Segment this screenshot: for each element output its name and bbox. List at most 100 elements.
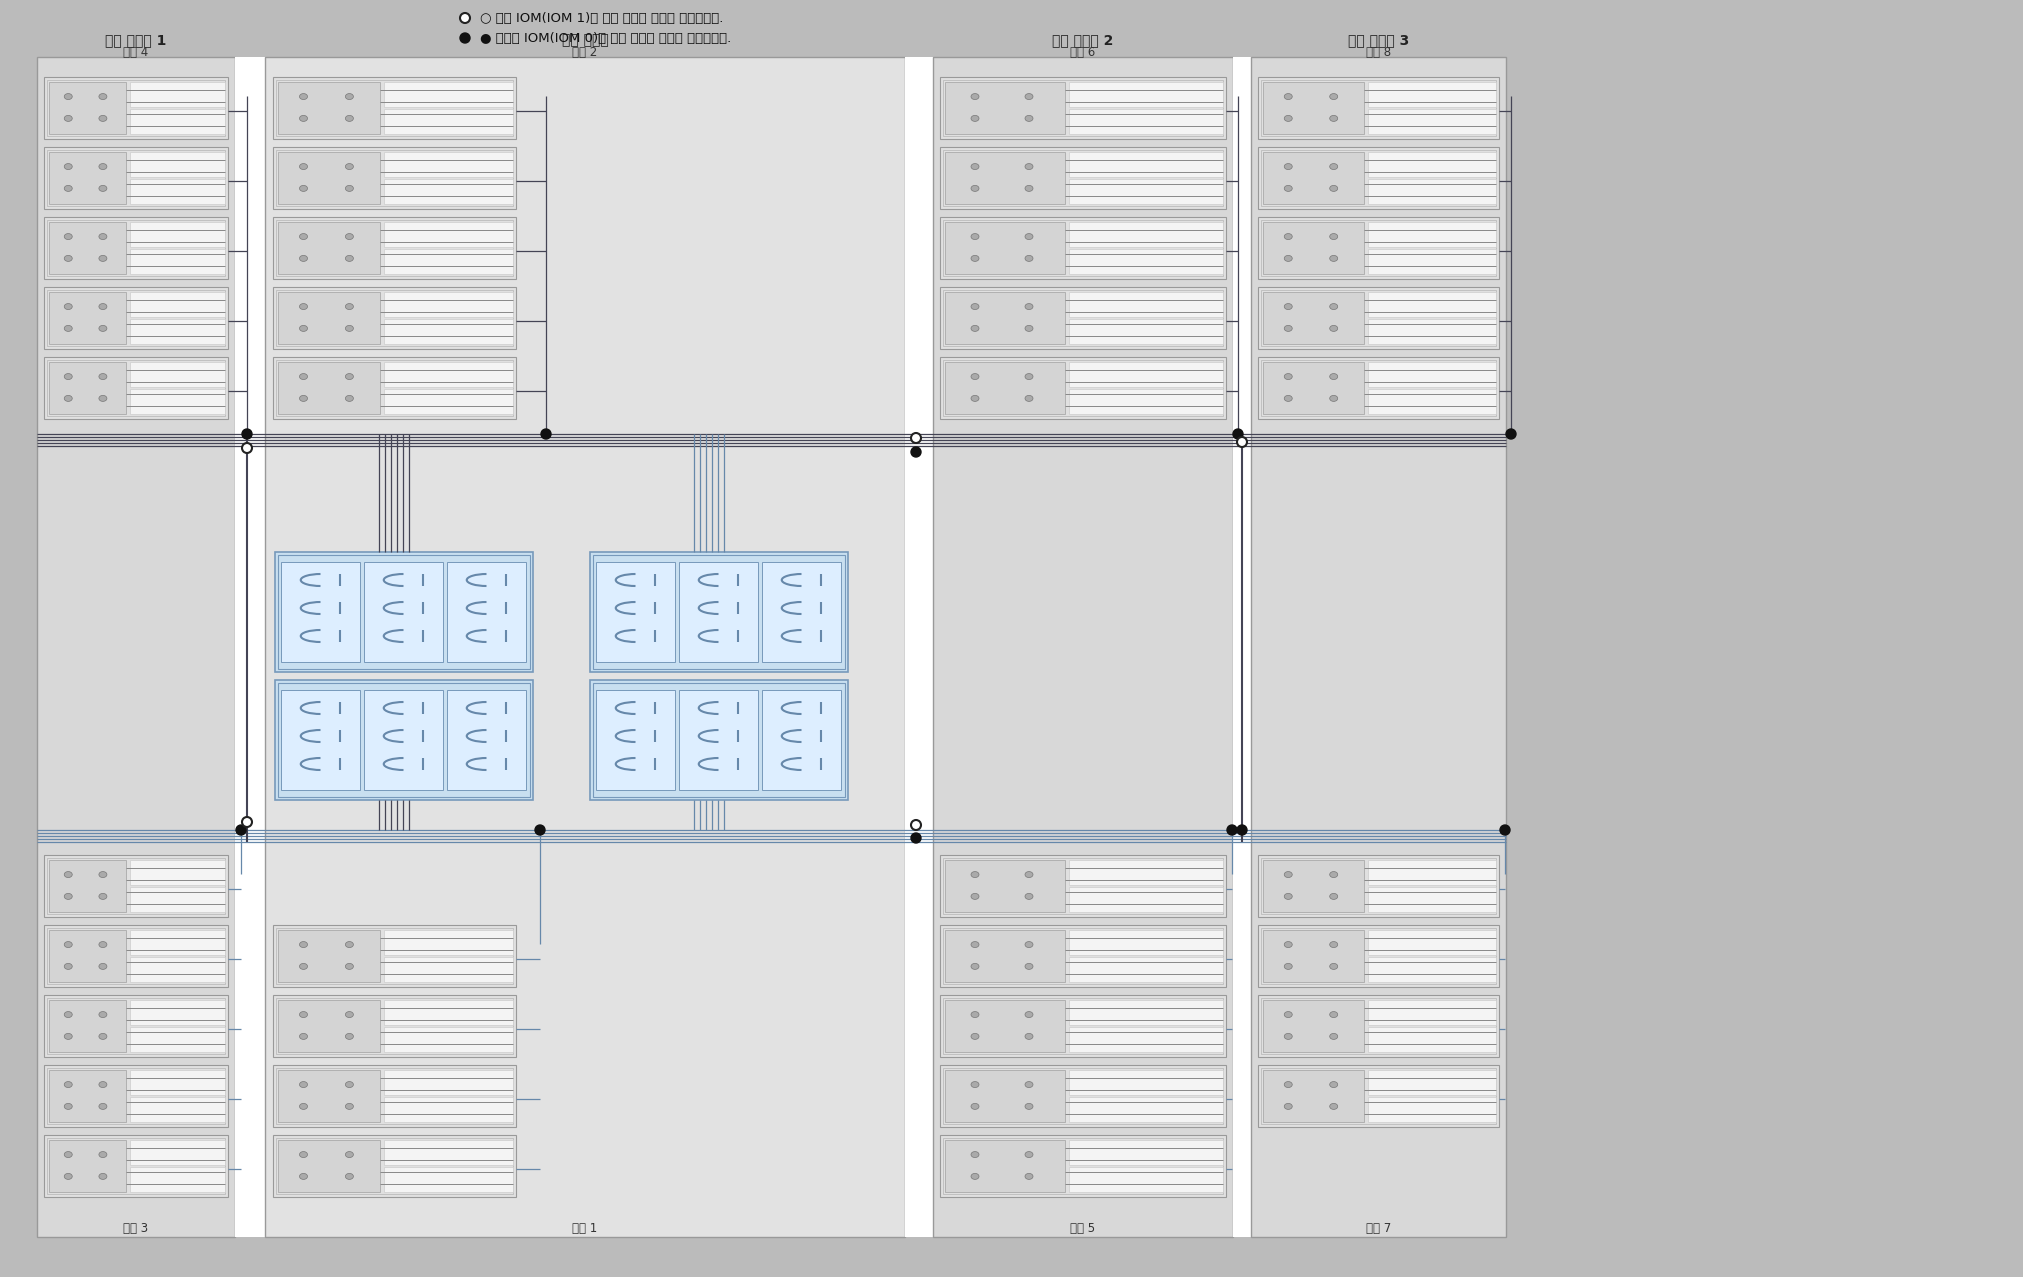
Bar xyxy=(1258,217,1499,278)
Ellipse shape xyxy=(1026,304,1034,309)
Ellipse shape xyxy=(99,234,107,240)
Ellipse shape xyxy=(1329,1103,1337,1110)
Bar xyxy=(597,562,676,661)
Bar xyxy=(49,930,125,982)
Bar xyxy=(129,930,225,955)
Ellipse shape xyxy=(1329,1082,1337,1088)
Bar xyxy=(1258,856,1499,917)
Bar xyxy=(941,147,1226,209)
Circle shape xyxy=(237,825,247,835)
Bar xyxy=(129,859,225,885)
Ellipse shape xyxy=(1285,163,1293,170)
Bar xyxy=(941,1135,1226,1197)
Ellipse shape xyxy=(1329,941,1337,948)
Ellipse shape xyxy=(65,304,73,309)
Bar xyxy=(45,1135,229,1197)
Bar xyxy=(47,928,225,985)
Bar xyxy=(384,82,514,107)
Ellipse shape xyxy=(65,963,73,969)
Bar xyxy=(275,1068,514,1124)
Bar xyxy=(1258,287,1499,349)
Bar xyxy=(1068,82,1224,107)
Bar xyxy=(1260,80,1495,135)
Bar xyxy=(384,1097,514,1122)
Bar xyxy=(45,217,229,278)
Bar xyxy=(47,858,225,914)
Ellipse shape xyxy=(65,185,73,192)
Bar xyxy=(1262,292,1364,344)
Bar xyxy=(384,179,514,204)
Bar xyxy=(1368,152,1495,178)
Bar xyxy=(384,1140,514,1165)
Ellipse shape xyxy=(99,163,107,170)
Bar xyxy=(1260,999,1495,1054)
Bar xyxy=(129,1070,225,1094)
Bar xyxy=(1068,389,1224,414)
Bar xyxy=(763,690,842,790)
Bar xyxy=(384,956,514,982)
Bar xyxy=(1068,361,1224,387)
Circle shape xyxy=(910,820,920,830)
Bar xyxy=(49,82,125,134)
Bar xyxy=(1368,1000,1495,1025)
Ellipse shape xyxy=(1329,963,1337,969)
Ellipse shape xyxy=(971,941,979,948)
Ellipse shape xyxy=(1285,894,1293,899)
Bar xyxy=(591,679,848,799)
Bar xyxy=(1068,1000,1224,1025)
Bar xyxy=(943,999,1224,1054)
Bar xyxy=(1250,57,1505,1237)
Ellipse shape xyxy=(99,872,107,877)
Ellipse shape xyxy=(99,93,107,100)
Bar xyxy=(943,858,1224,914)
Bar xyxy=(45,147,229,209)
Bar xyxy=(129,1027,225,1052)
Ellipse shape xyxy=(1026,1033,1034,1039)
Text: 확장 케비넷 3: 확장 케비넷 3 xyxy=(1347,33,1410,47)
Ellipse shape xyxy=(346,326,354,332)
Ellipse shape xyxy=(99,1174,107,1180)
Ellipse shape xyxy=(971,234,979,240)
Ellipse shape xyxy=(971,1033,979,1039)
Bar xyxy=(945,152,1064,204)
Bar xyxy=(597,690,676,790)
Ellipse shape xyxy=(1329,255,1337,262)
Ellipse shape xyxy=(299,326,307,332)
Bar xyxy=(129,361,225,387)
Bar xyxy=(49,222,125,275)
Bar xyxy=(384,361,514,387)
Ellipse shape xyxy=(1026,872,1034,877)
Bar xyxy=(1068,152,1224,178)
Bar xyxy=(591,552,848,672)
Ellipse shape xyxy=(299,93,307,100)
Ellipse shape xyxy=(1026,234,1034,240)
Text: 기본 케비넷: 기본 케비넷 xyxy=(562,33,609,47)
Bar xyxy=(129,1000,225,1025)
Bar xyxy=(384,389,514,414)
Ellipse shape xyxy=(1329,872,1337,877)
Bar xyxy=(941,995,1226,1057)
Bar xyxy=(943,149,1224,206)
Bar xyxy=(1068,319,1224,344)
Bar xyxy=(941,925,1226,987)
Circle shape xyxy=(243,443,253,453)
Circle shape xyxy=(1228,825,1236,835)
Bar xyxy=(384,1027,514,1052)
Ellipse shape xyxy=(971,1082,979,1088)
Ellipse shape xyxy=(1285,1103,1293,1110)
Ellipse shape xyxy=(346,163,354,170)
Ellipse shape xyxy=(99,894,107,899)
Ellipse shape xyxy=(299,304,307,309)
Bar xyxy=(945,1070,1064,1122)
Bar xyxy=(941,358,1226,419)
Bar xyxy=(277,222,380,275)
Text: 체인 2: 체인 2 xyxy=(573,46,597,60)
Ellipse shape xyxy=(346,185,354,192)
Ellipse shape xyxy=(1329,374,1337,379)
Ellipse shape xyxy=(1026,1011,1034,1018)
Text: 체인 5: 체인 5 xyxy=(1070,1222,1096,1236)
Bar xyxy=(941,856,1226,917)
Bar xyxy=(45,287,229,349)
Bar xyxy=(941,77,1226,139)
Bar xyxy=(49,1140,125,1191)
